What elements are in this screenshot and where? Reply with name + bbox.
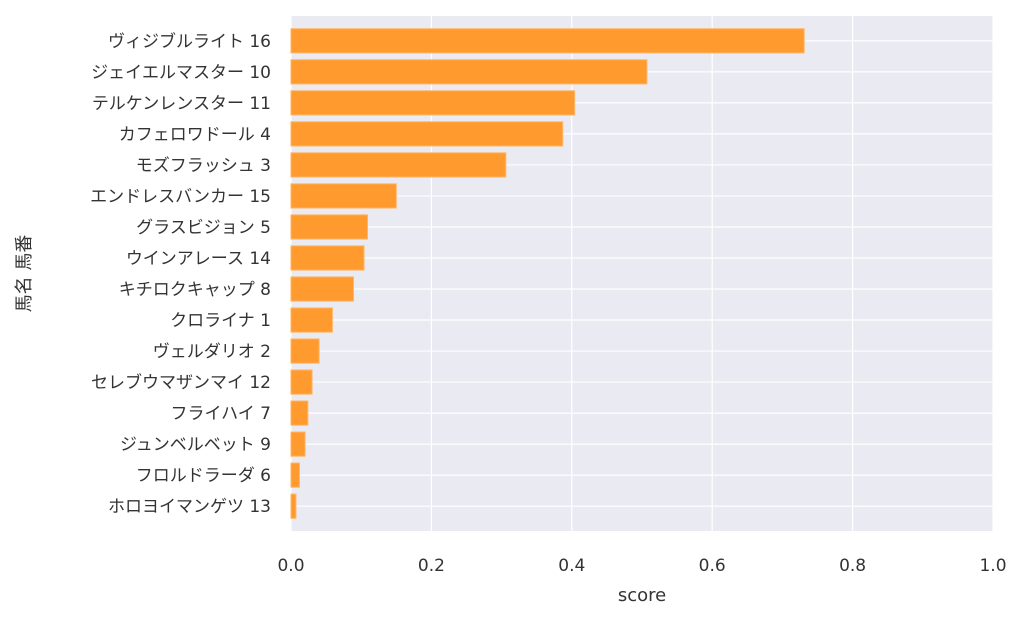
category-label: エンドレスバンカー 15 (90, 187, 271, 207)
bar (290, 59, 648, 85)
x-tick-label: 0.4 (558, 556, 585, 576)
category-label: グラスビジョン 5 (136, 218, 271, 238)
category-label: フロルドラーダ 6 (136, 466, 271, 486)
x-tick-label: 0.2 (418, 556, 445, 576)
bar (290, 307, 333, 333)
x-tick-label: 1.0 (979, 556, 1006, 576)
bar (290, 431, 306, 457)
bar (290, 214, 369, 240)
category-label: ヴェルダリオ 2 (153, 342, 271, 362)
bar (290, 152, 507, 178)
x-tick-label: 0.8 (839, 556, 866, 576)
category-label: カフェロワドール 4 (119, 125, 271, 145)
bar (290, 245, 365, 271)
category-label: セレブウマザンマイ 12 (91, 372, 271, 393)
category-label: ジュンベルベット 9 (120, 435, 271, 455)
bars (290, 28, 805, 519)
bar (290, 28, 805, 54)
bar (290, 276, 354, 302)
category-label: モズフラッシュ 3 (136, 156, 271, 176)
x-tick-labels: 0.0 0.2 0.4 0.6 0.8 1.0 (277, 556, 1006, 576)
bar (290, 90, 576, 116)
bar (290, 400, 309, 426)
category-label: クロライナ 1 (170, 311, 271, 331)
category-label: フライハイ 7 (170, 404, 271, 424)
category-label: キチロクキャップ 8 (119, 280, 271, 300)
bar (290, 462, 300, 488)
bar (290, 493, 297, 519)
category-label: ウインアレース 14 (126, 249, 271, 269)
bar (290, 369, 313, 395)
bar (290, 338, 320, 364)
y-axis-title: 馬名 馬番 (14, 235, 35, 313)
x-axis-title: score (618, 585, 666, 606)
category-label: ジェイエルマスター 10 (91, 63, 271, 83)
x-tick-label: 0.0 (277, 556, 304, 576)
bar (290, 121, 564, 147)
category-label: テルケンレンスター 11 (92, 94, 271, 114)
category-label: ホロヨイマンゲツ 13 (108, 497, 271, 517)
x-tick-label: 0.6 (699, 556, 726, 576)
category-labels: ヴィジブルライト 16 ジェイエルマスター 10 テルケンレンスター 11 カフェロワ… (90, 31, 271, 517)
bar (290, 183, 397, 209)
category-label: ヴィジブルライト 16 (108, 31, 271, 52)
